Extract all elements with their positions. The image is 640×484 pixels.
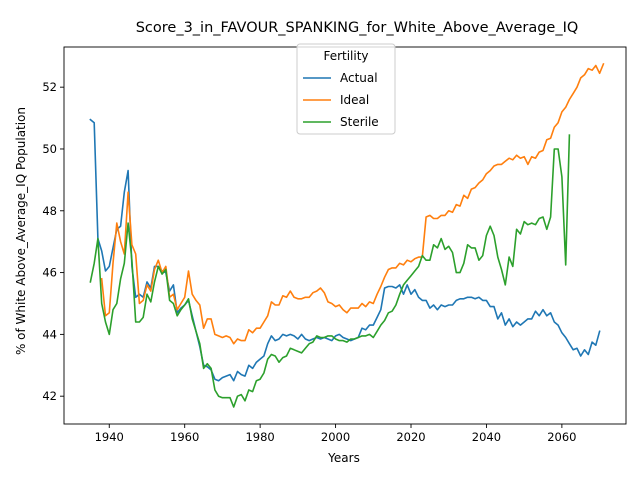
x-tick-label: 2040 [472,430,501,444]
y-tick-label: 44 [42,327,57,341]
legend-title: Fertility [323,49,368,63]
legend-label-sterile: Sterile [340,115,379,129]
series-line-sterile [89,134,571,408]
plot-area [89,62,605,408]
x-tick-label: 2000 [321,430,350,444]
axes: 1940 1960 1980 2000 2020 2040 2060 42 44 46 48 50 52 [42,46,627,444]
y-tick-label: 46 [42,266,57,280]
x-axis-label: Years [327,451,360,465]
y-tick-label: 48 [42,204,57,218]
x-tick-label: 1940 [95,430,124,444]
legend-label-ideal: Ideal [340,93,369,107]
y-tick-label: 52 [42,80,57,94]
legend-box [296,43,396,135]
x-tick-label: 1980 [245,430,274,444]
legend-label-actual: Actual [340,71,378,85]
x-tick-label: 2060 [547,430,576,444]
legend: Fertility Actual Ideal Sterile [296,43,396,135]
chart-title: Score_3_in_FAVOUR_SPANKING_for_White_Abo… [136,20,579,36]
y-tick-label: 50 [42,142,57,156]
x-tick-label: 1960 [170,430,199,444]
y-tick-label: 42 [42,389,57,403]
series-line-ideal [100,62,605,345]
x-tick-label: 2020 [396,430,425,444]
y-axis-label: % of White Above_Average_IQ Population [14,107,28,355]
